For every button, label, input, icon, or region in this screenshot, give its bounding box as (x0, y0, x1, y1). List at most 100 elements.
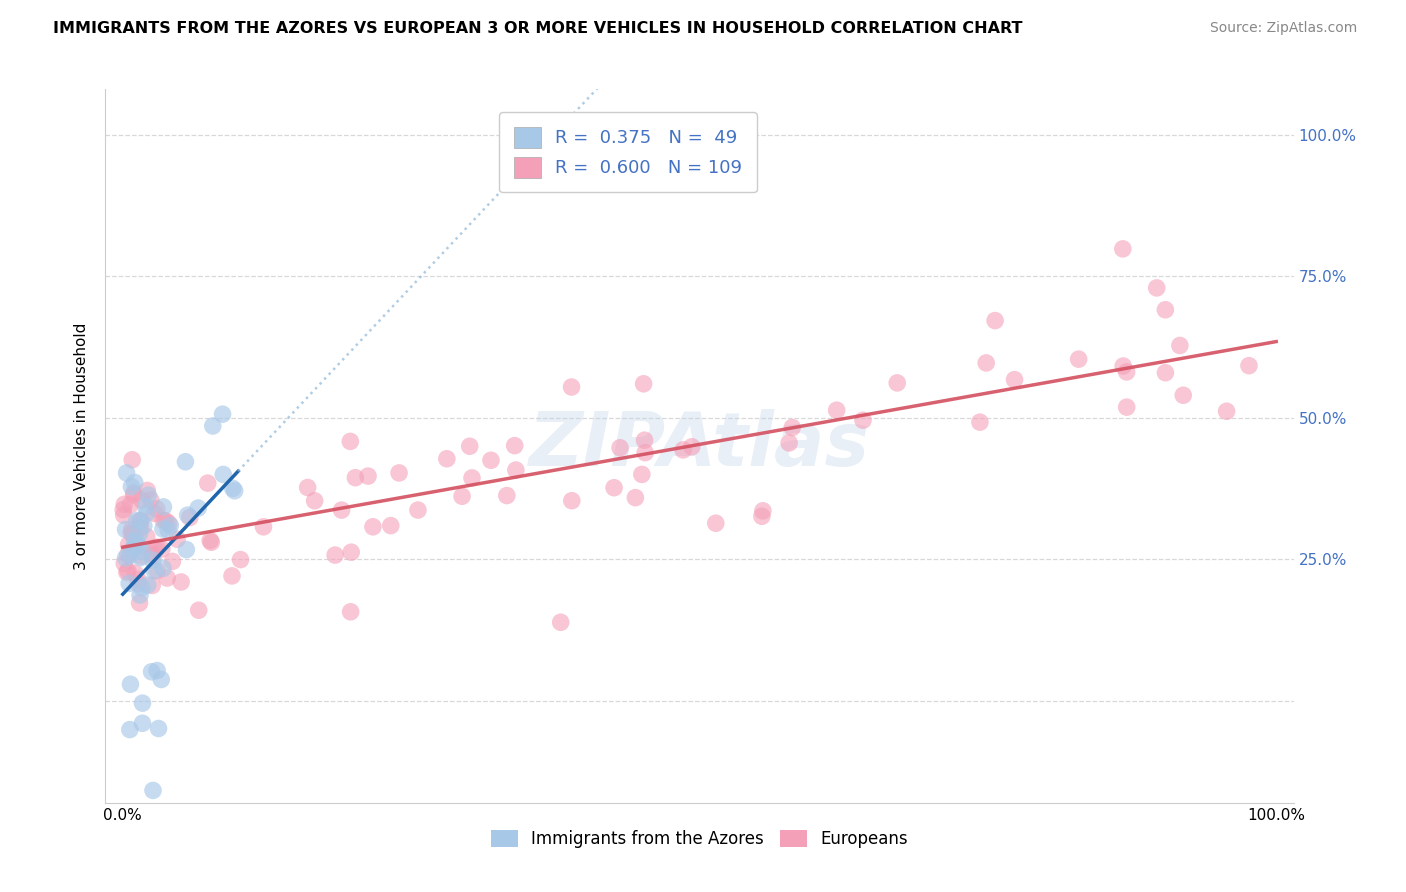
Point (127, 539, 149, 553)
Point (1115, 400, 1137, 414)
Point (1237, 359, 1260, 373)
Point (825, 403, 848, 417)
Point (118, 723, 141, 737)
Point (146, 502, 169, 516)
Point (136, 483, 159, 498)
Point (156, 571, 179, 585)
Point (124, 566, 146, 581)
Point (357, 469, 380, 483)
Point (131, 696, 153, 710)
Point (633, 434, 655, 448)
Point (1115, 365, 1137, 379)
Point (187, 603, 209, 617)
Point (141, 546, 163, 560)
Point (1004, 373, 1026, 387)
Point (142, 783, 165, 797)
Point (146, 541, 169, 555)
Point (128, 596, 150, 610)
Point (503, 439, 526, 453)
Point (1215, 404, 1237, 418)
Point (436, 451, 458, 466)
Point (451, 489, 474, 503)
Point (170, 574, 193, 589)
Point (124, 533, 146, 548)
Point (1067, 352, 1090, 367)
Point (221, 569, 243, 583)
Point (120, 677, 142, 691)
Point (121, 543, 143, 558)
Point (211, 407, 233, 421)
Text: ZIPAtlas: ZIPAtlas (529, 409, 870, 483)
Point (1112, 359, 1135, 373)
Point (340, 545, 363, 559)
Point (125, 514, 148, 528)
Point (479, 453, 502, 467)
Point (132, 518, 155, 533)
Point (631, 467, 654, 482)
Point (174, 455, 197, 469)
Point (115, 466, 138, 480)
Point (495, 489, 517, 503)
Point (129, 550, 152, 565)
Point (112, 502, 135, 516)
Point (603, 481, 626, 495)
Point (143, 564, 166, 578)
Point (339, 434, 361, 449)
Point (121, 526, 143, 541)
Point (1146, 281, 1168, 295)
Point (118, 549, 141, 563)
Point (1168, 338, 1191, 352)
Point (155, 514, 177, 528)
Point (752, 504, 775, 518)
Point (112, 497, 135, 511)
Point (969, 415, 991, 429)
Point (146, 564, 169, 578)
Point (212, 467, 235, 482)
Point (143, 541, 166, 555)
Point (344, 471, 367, 485)
Point (974, 356, 997, 370)
Point (200, 535, 222, 549)
Point (129, 515, 152, 529)
Point (125, 534, 148, 549)
Point (852, 413, 875, 427)
Point (778, 436, 800, 450)
Point (129, 521, 152, 535)
Point (135, 500, 157, 514)
Text: Source: ZipAtlas.com: Source: ZipAtlas.com (1209, 21, 1357, 35)
Point (129, 588, 152, 602)
Point (624, 491, 647, 505)
Point (330, 503, 353, 517)
Point (634, 445, 657, 459)
Point (152, 513, 174, 527)
Point (117, 548, 139, 562)
Point (224, 483, 246, 498)
Point (780, 420, 803, 434)
Point (131, 716, 153, 731)
Point (124, 475, 146, 490)
Point (339, 605, 361, 619)
Point (128, 514, 150, 528)
Point (197, 476, 219, 491)
Point (128, 526, 150, 541)
Point (1173, 388, 1195, 402)
Point (112, 557, 135, 571)
Point (120, 525, 142, 540)
Point (304, 493, 326, 508)
Point (152, 561, 174, 575)
Point (152, 500, 174, 514)
Point (222, 481, 245, 495)
Point (1154, 302, 1177, 317)
Point (550, 615, 572, 630)
Point (176, 508, 198, 522)
Point (117, 564, 139, 578)
Point (127, 573, 149, 587)
Point (633, 376, 655, 391)
Point (751, 509, 773, 524)
Point (361, 520, 384, 534)
Point (114, 523, 136, 537)
Point (704, 516, 727, 531)
Point (984, 313, 1007, 327)
Point (150, 541, 173, 556)
Point (176, 542, 198, 557)
